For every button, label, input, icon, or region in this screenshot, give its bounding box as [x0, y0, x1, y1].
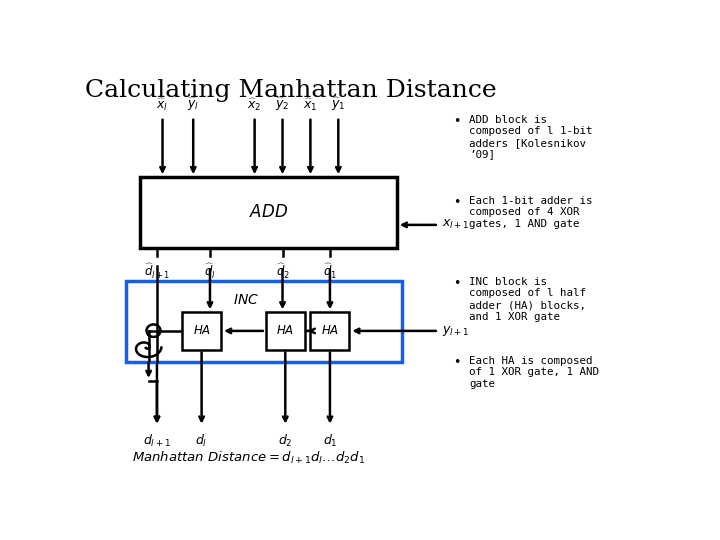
- Text: •: •: [453, 356, 460, 369]
- Text: $\widehat{d}_2$: $\widehat{d}_2$: [276, 262, 289, 281]
- Text: INC block is
composed of l half
adder (HA) blocks,
and 1 XOR gate: INC block is composed of l half adder (H…: [469, 277, 587, 322]
- Text: $HA$: $HA$: [321, 325, 339, 338]
- Text: •: •: [453, 196, 460, 209]
- Text: $\widehat{d}_{l+1}$: $\widehat{d}_{l+1}$: [144, 262, 170, 281]
- Text: $\widehat{d}_l$: $\widehat{d}_l$: [204, 262, 216, 281]
- Text: $\widehat{y}_1$: $\widehat{y}_1$: [331, 96, 346, 113]
- Text: $d_{l+1}$: $d_{l+1}$: [143, 433, 171, 449]
- Text: $\widehat{y}_l$: $\widehat{y}_l$: [187, 96, 199, 113]
- Text: ADD block is
composed of l 1-bit
adders [Kolesnikov
’09]: ADD block is composed of l 1-bit adders …: [469, 114, 593, 159]
- Text: $INC$: $INC$: [233, 293, 259, 307]
- Text: •: •: [453, 114, 460, 127]
- Text: Each HA is composed
of 1 XOR gate, 1 AND
gate: Each HA is composed of 1 XOR gate, 1 AND…: [469, 356, 600, 389]
- Text: •: •: [453, 277, 460, 290]
- Text: $d_1$: $d_1$: [323, 433, 337, 449]
- Bar: [266, 312, 305, 349]
- Text: $d_2$: $d_2$: [278, 433, 292, 449]
- Bar: [126, 281, 402, 362]
- Text: $\widehat{x}_1$: $\widehat{x}_1$: [303, 97, 318, 113]
- Text: $HA$: $HA$: [276, 325, 294, 338]
- Bar: [310, 312, 349, 349]
- Text: $ADD$: $ADD$: [249, 204, 288, 221]
- Text: $\mathit{Manhattan\ Distance} = d_{l+1}d_l \ldots d_2d_1$: $\mathit{Manhattan\ Distance} = d_{l+1}d…: [132, 449, 365, 465]
- Text: Calculating Manhattan Distance: Calculating Manhattan Distance: [85, 79, 497, 103]
- Text: $\widehat{x}_l$: $\widehat{x}_l$: [156, 97, 168, 113]
- Text: Each 1-bit adder is
composed of 4 XOR
gates, 1 AND gate: Each 1-bit adder is composed of 4 XOR ga…: [469, 196, 593, 229]
- Bar: [140, 177, 397, 248]
- Text: $\widehat{y}_2$: $\widehat{y}_2$: [275, 96, 289, 113]
- Text: $\widehat{d}_1$: $\widehat{d}_1$: [323, 262, 337, 281]
- Text: $HA$: $HA$: [192, 325, 211, 338]
- Text: $d_l$: $d_l$: [195, 433, 208, 449]
- Bar: [182, 312, 221, 349]
- Text: $x_{l+1}$: $x_{l+1}$: [441, 218, 469, 232]
- Text: $\widehat{x}_2$: $\widehat{x}_2$: [248, 97, 262, 113]
- Text: $y_{l+1}$: $y_{l+1}$: [441, 324, 469, 338]
